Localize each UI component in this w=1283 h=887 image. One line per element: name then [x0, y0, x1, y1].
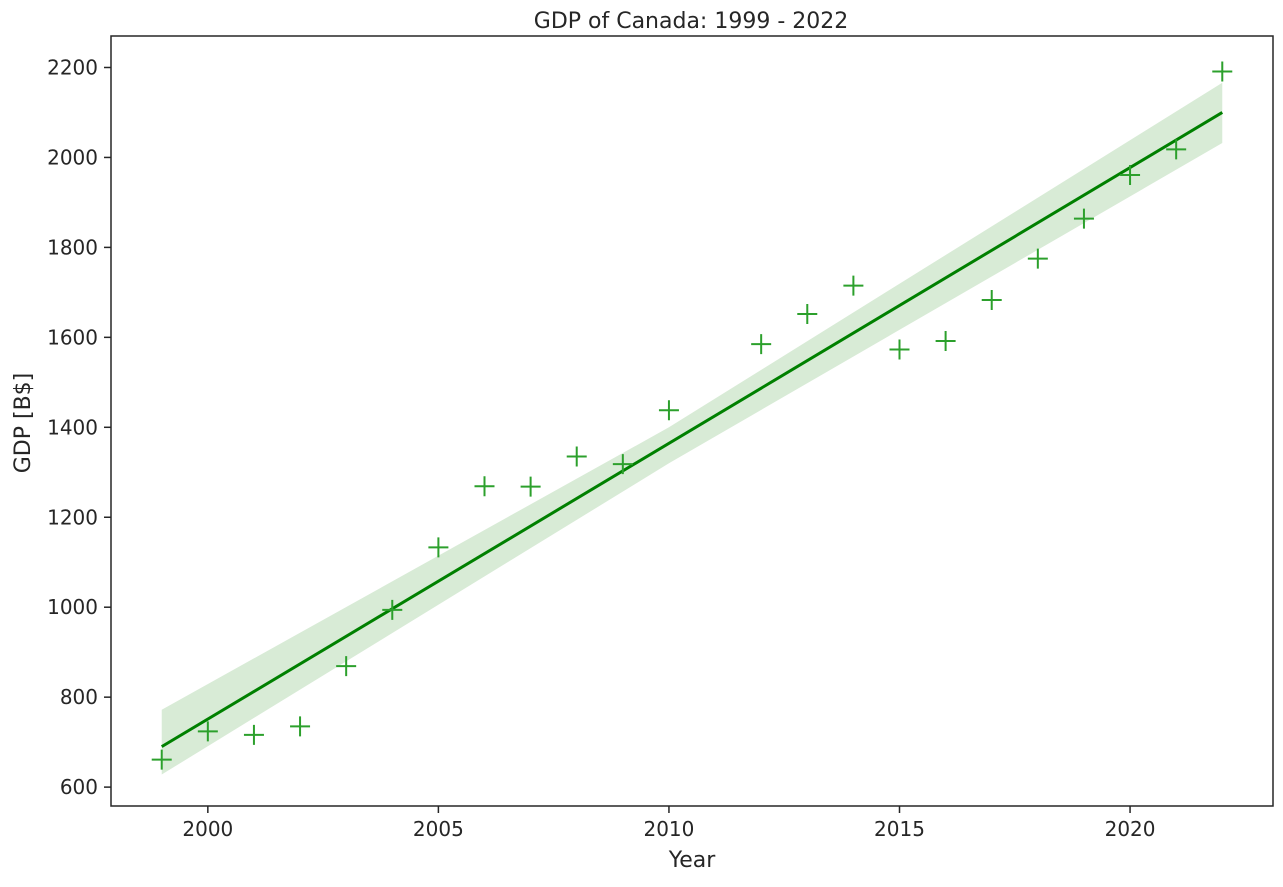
data-point-marker	[981, 290, 1002, 311]
data-point-marker	[566, 446, 587, 467]
x-tick-label: 2010	[643, 817, 694, 841]
y-tick-label: 1800	[47, 235, 98, 259]
data-point-marker	[290, 716, 311, 737]
data-point-marker	[1212, 61, 1233, 82]
data-point-marker	[1120, 164, 1141, 185]
y-tick-label: 1000	[47, 595, 98, 619]
x-axis-label: Year	[668, 848, 717, 873]
data-point-marker	[520, 476, 541, 497]
x-axis-ticks: 2000 2005 2010 2015 2020	[182, 806, 1156, 841]
y-axis-label: GDP [B$]	[11, 373, 36, 474]
data-point-marker	[336, 656, 357, 677]
x-tick-label: 2020	[1105, 817, 1156, 841]
regression-line	[160, 111, 1224, 748]
plot-frame	[110, 35, 1274, 807]
data-point-marker	[1027, 248, 1048, 269]
y-tick-label: 1600	[47, 325, 98, 349]
y-axis-ticks: 600 800 1000 1200 1400 1600 1800 2000 2200	[47, 55, 111, 799]
x-tick-label: 2005	[413, 817, 464, 841]
y-tick-label: 1400	[47, 415, 98, 439]
data-point-marker	[428, 537, 449, 558]
data-point-marker	[889, 339, 910, 360]
regression-line-layer	[160, 111, 1224, 748]
data-point-marker	[382, 599, 403, 620]
data-point-marker	[1166, 139, 1187, 160]
y-tick-label: 2200	[47, 55, 98, 79]
data-point-marker	[243, 724, 264, 745]
data-point-marker	[935, 330, 956, 351]
data-point-marker	[658, 400, 679, 421]
data-point-marker	[151, 749, 172, 770]
data-point-marker	[197, 721, 218, 742]
x-tick-label: 2015	[874, 817, 925, 841]
x-tick-label: 2000	[182, 817, 233, 841]
data-point-marker	[474, 476, 495, 497]
data-point-marker	[1073, 208, 1094, 229]
chart-title: GDP of Canada: 1999 - 2022	[534, 9, 848, 34]
data-points-layer	[151, 61, 1233, 770]
data-point-marker	[751, 334, 772, 355]
y-tick-label: 2000	[47, 145, 98, 169]
y-tick-label: 600	[60, 775, 98, 799]
data-point-marker	[843, 275, 864, 296]
y-tick-label: 800	[60, 685, 98, 709]
data-point-marker	[797, 303, 818, 324]
data-point-marker	[612, 454, 633, 475]
y-tick-label: 1200	[47, 505, 98, 529]
